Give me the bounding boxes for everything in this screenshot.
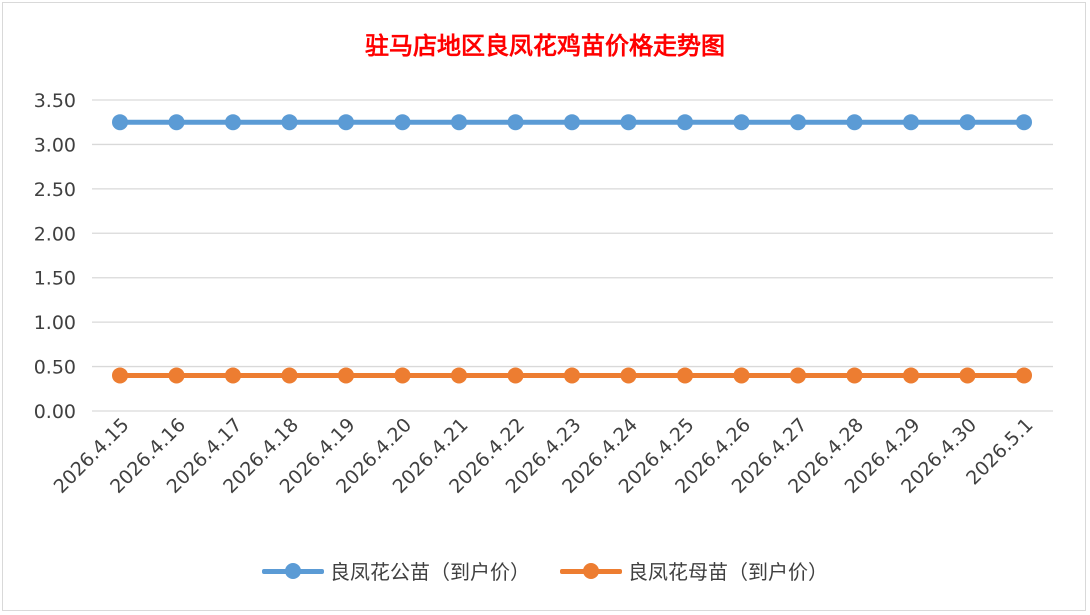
- legend-swatch-male: [262, 561, 324, 581]
- data-point[interactable]: [507, 114, 524, 131]
- x-axis-ticks: 2026.4.152026.4.162026.4.172026.4.182026…: [50, 414, 1038, 498]
- y-tick-label: 0.50: [34, 357, 76, 379]
- legend-label-male: 良凤花公苗（到户价）: [330, 560, 530, 584]
- gridlines: [92, 99, 1053, 412]
- data-point[interactable]: [846, 367, 863, 384]
- legend-item-female[interactable]: 良凤花母苗（到户价）: [560, 556, 828, 585]
- y-tick-label: 2.00: [34, 223, 76, 245]
- data-point[interactable]: [564, 367, 580, 384]
- legend-label-female: 良凤花母苗（到户价）: [628, 560, 828, 584]
- data-point[interactable]: [677, 367, 693, 384]
- data-point[interactable]: [225, 367, 241, 384]
- y-tick-label: 1.00: [34, 312, 76, 334]
- legend-swatch-female: [560, 561, 622, 581]
- y-axis-ticks: 0.00 0.50 1.00 1.50 2.00 2.50 3.00 3.50: [34, 90, 76, 423]
- data-point[interactable]: [394, 114, 411, 131]
- series-1: [112, 367, 1032, 384]
- data-point[interactable]: [1016, 367, 1032, 384]
- legend-item-male[interactable]: 良凤花公苗（到户价）: [262, 556, 530, 585]
- data-point[interactable]: [677, 114, 693, 131]
- data-point[interactable]: [903, 367, 919, 384]
- series-0: [112, 114, 1032, 131]
- y-tick-label: 1.50: [34, 268, 76, 290]
- data-point[interactable]: [959, 367, 976, 384]
- data-point[interactable]: [620, 114, 637, 131]
- data-point[interactable]: [281, 367, 298, 384]
- data-point[interactable]: [168, 114, 185, 131]
- y-tick-label: 2.50: [34, 179, 76, 201]
- data-point[interactable]: [394, 367, 411, 384]
- legend: 良凤花公苗（到户价） 良凤花母苗（到户价）: [0, 556, 1090, 585]
- data-point[interactable]: [790, 367, 806, 384]
- data-point[interactable]: [507, 367, 524, 384]
- chart-title: 驻马店地区良凤花鸡苗价格走势图: [365, 31, 725, 60]
- data-point[interactable]: [1016, 114, 1032, 131]
- data-point[interactable]: [620, 367, 637, 384]
- series-group: [112, 114, 1032, 384]
- data-point[interactable]: [846, 114, 863, 131]
- data-point[interactable]: [225, 114, 241, 131]
- data-point[interactable]: [564, 114, 580, 131]
- data-point[interactable]: [959, 114, 976, 131]
- data-point[interactable]: [451, 114, 467, 131]
- data-point[interactable]: [338, 114, 354, 131]
- y-tick-label: 3.50: [34, 90, 76, 112]
- data-point[interactable]: [281, 114, 298, 131]
- data-point[interactable]: [451, 367, 467, 384]
- y-tick-label: 3.00: [34, 134, 76, 156]
- data-point[interactable]: [733, 114, 750, 131]
- data-point[interactable]: [338, 367, 354, 384]
- y-tick-label: 0.00: [34, 401, 76, 423]
- data-point[interactable]: [903, 114, 919, 131]
- data-point[interactable]: [168, 367, 185, 384]
- data-point[interactable]: [112, 114, 128, 131]
- data-point[interactable]: [112, 367, 128, 384]
- data-point[interactable]: [790, 114, 806, 131]
- data-point[interactable]: [733, 367, 750, 384]
